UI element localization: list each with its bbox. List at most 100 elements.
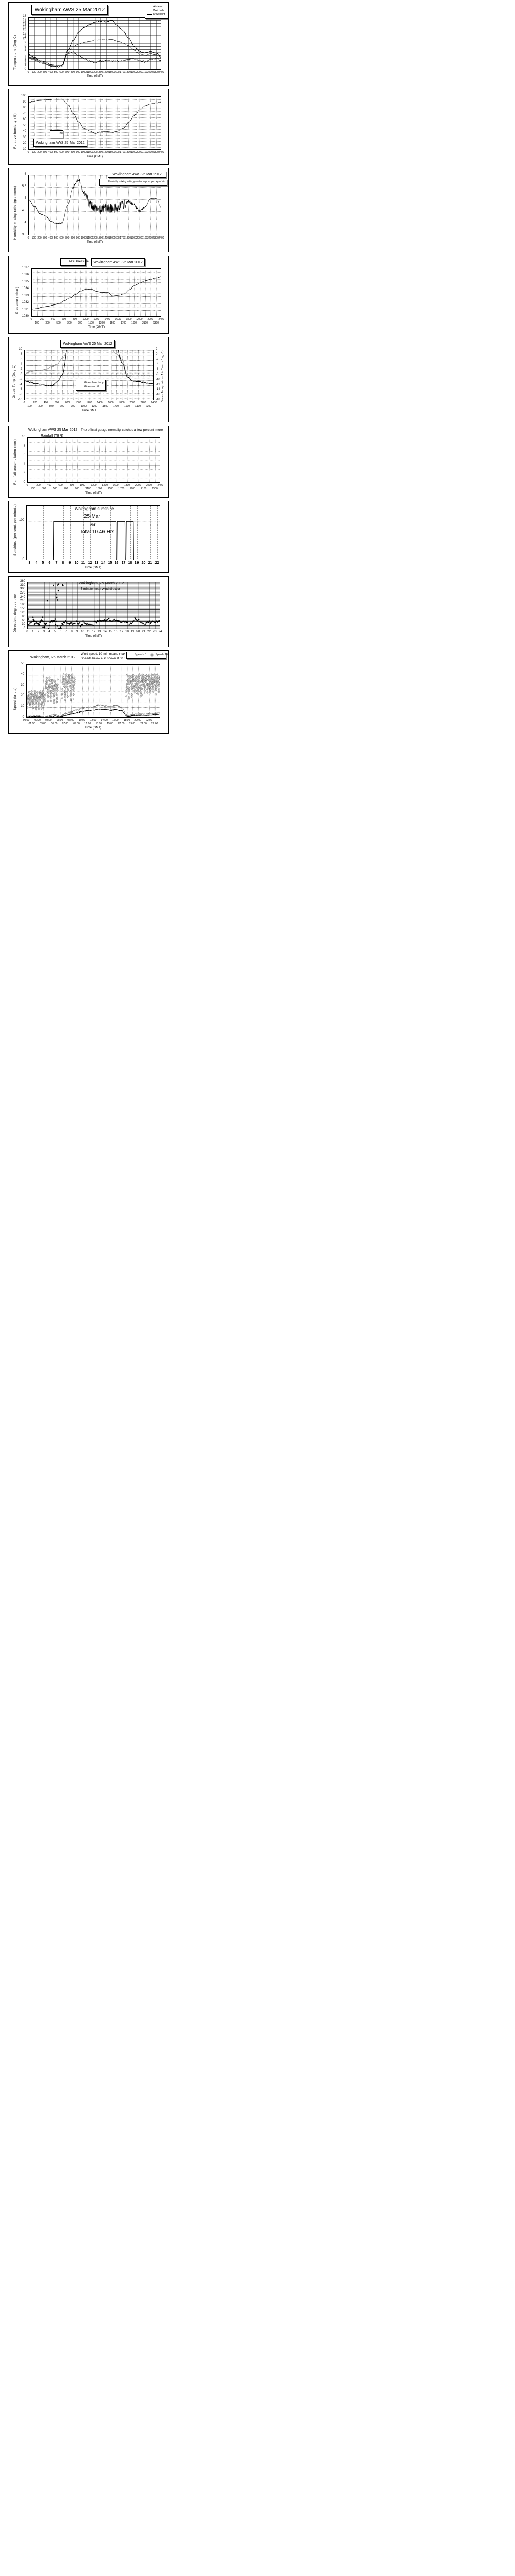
- axis-tick-label: 2200: [146, 484, 152, 487]
- axis-tick-label: 200: [37, 236, 42, 240]
- axis-tick-label: 700: [65, 236, 70, 240]
- axis-tick-label: 00:00: [23, 719, 30, 722]
- axis-tick-label: 1600: [114, 71, 120, 74]
- axis-tick-label: 1400: [102, 71, 109, 74]
- axis-tick-label: 2200: [147, 318, 153, 321]
- chart-title: Wokingham AWS 25 Mar 2012: [34, 7, 105, 13]
- axis-tick-label: 1: [24, 64, 26, 68]
- chart-title: Wokingham sunshine: [75, 506, 114, 511]
- axis-tick-label: 8: [23, 444, 25, 448]
- chart-title-box: Wokingham AWS 25 Mar 2012: [60, 340, 115, 348]
- axis-tick-label: 1600: [113, 484, 119, 487]
- rainfall-plot-area: [27, 437, 160, 483]
- axis-tick-label: 1800: [126, 318, 132, 321]
- axis-tick-label: 0: [26, 484, 28, 487]
- axis-tick-label: 03:00: [40, 722, 46, 725]
- axis-tick-label: 300: [43, 236, 47, 240]
- axis-tick-label: 12:00: [90, 719, 97, 722]
- axis-tick-label: 11: [23, 35, 26, 39]
- x-axis-title: Time (GMT): [88, 326, 105, 329]
- axis-tick-label: 1800: [125, 236, 131, 240]
- axis-tick-label: 19: [130, 630, 134, 633]
- axis-tick-label: 21: [148, 561, 152, 565]
- axis-tick-label: 1200: [92, 236, 98, 240]
- axis-tick-label: 80: [23, 106, 26, 110]
- axis-tick-label: 5.5: [22, 184, 26, 188]
- axis-tick-label: 0: [22, 558, 24, 561]
- axis-tick-label: 500: [54, 151, 58, 154]
- chart-panel-relative-humidity: 10 20 30 40 50 60 70 80 90 100 0 100 200 300 400 500 600…: [8, 89, 169, 165]
- y-axis-title-right: Grass Temp minus Air Temp (Deg C): [161, 350, 164, 402]
- axis-tick-label: 1500: [108, 151, 114, 154]
- axis-tick-label: 1036: [22, 273, 29, 277]
- chart-panel-rainfall: 0 2 4 6 8 10 0 200 400 600 800 1000 1200 1400 1600 1800…: [8, 426, 169, 498]
- axis-tick-label: 1700: [113, 405, 119, 408]
- axis-tick-label: 2: [20, 368, 22, 371]
- axis-tick-label: 700: [65, 71, 70, 74]
- axis-tick-label: 14: [101, 561, 106, 565]
- axis-tick-label: 6: [59, 630, 62, 633]
- axis-tick-label: 30: [23, 135, 26, 139]
- chart-panel-humidity-mixing-ratio: 3.5 4 4.5 5 5.5 6 0 100 200 300 400 500 600 700 800 900…: [8, 168, 169, 252]
- axis-tick-label: 1300: [98, 321, 105, 325]
- axis-tick-label: 2400: [158, 236, 164, 240]
- axis-tick-label: 1400: [101, 484, 108, 487]
- relative-humidity-plot-area: [28, 96, 161, 150]
- axis-tick-label: 1600: [114, 151, 120, 154]
- axis-tick-label: 400: [48, 236, 53, 240]
- axis-tick-label: 1600: [114, 236, 120, 240]
- axis-tick-label: 02:00: [34, 719, 41, 722]
- legend-box: Speed x 1 Speed / 10: [126, 652, 168, 659]
- axis-tick-label: 2400: [151, 401, 157, 404]
- chart-subtitle: Wind speed, 10 min mean / max gust: [81, 653, 132, 656]
- axis-tick-label: 2200: [147, 236, 153, 240]
- axis-tick-label: 0: [23, 401, 25, 404]
- axis-tick-label: 1200: [92, 71, 98, 74]
- axis-tick-label: 13:00: [95, 722, 102, 725]
- axis-tick-label: 1500: [108, 71, 114, 74]
- axis-tick-label: 2200: [140, 401, 146, 404]
- axis-tick-label: 1000: [80, 71, 87, 74]
- axis-tick-label: 60: [22, 619, 25, 622]
- msl-pressure-plot-area: [31, 268, 161, 317]
- axis-tick-label: 2300: [152, 321, 159, 325]
- axis-tick-label-right: -10: [156, 378, 160, 381]
- axis-tick-label: 15: [23, 24, 26, 27]
- axis-tick-label: 1100: [85, 487, 91, 490]
- axis-tick-label: 100: [30, 487, 35, 490]
- axis-tick-label: 3: [28, 561, 31, 565]
- axis-tick-label: 4: [24, 56, 26, 59]
- axis-tick-label: 12: [92, 630, 96, 633]
- axis-tick-label: 0: [23, 627, 25, 630]
- axis-tick-label: 9: [24, 41, 26, 44]
- legend-box: MSL Pressure: [60, 258, 89, 266]
- axis-tick-label: 30: [22, 623, 25, 626]
- axis-tick-label: 0: [27, 151, 29, 154]
- chart-title-box: Wokingham AWS 25 Mar 2012: [33, 139, 87, 147]
- legend-label: RH: [59, 132, 63, 135]
- axis-tick-label: 400: [47, 484, 52, 487]
- axis-tick-label: 2200: [147, 71, 153, 74]
- legend-box: Humidity mixing ratio, g water vapour pe…: [99, 179, 167, 186]
- axis-tick-label: 0: [26, 630, 28, 633]
- axis-tick-label: 1500: [108, 236, 114, 240]
- axis-tick-label: 4: [24, 221, 26, 225]
- axis-tick-label: 8: [62, 561, 64, 565]
- axis-tick-label: 10: [23, 148, 26, 151]
- axis-tick-label: 270: [20, 591, 25, 595]
- axis-tick-label: 700: [65, 151, 70, 154]
- axis-tick-label: 1033: [22, 294, 29, 297]
- axis-tick-label: 50: [23, 124, 26, 127]
- chart-subtitle: 25-Mar: [84, 514, 100, 519]
- axis-tick-label: 1032: [22, 301, 29, 304]
- legend-box: Grass level temp Grass-air diff: [76, 380, 106, 391]
- axis-tick-label: 900: [76, 151, 80, 154]
- axis-tick-label: 8: [24, 44, 26, 47]
- axis-tick-label: 9: [76, 630, 78, 633]
- y-axis-title: Relative humidity (%): [14, 113, 17, 149]
- axis-tick-label: 20: [21, 694, 24, 698]
- axis-tick-label: 1030: [22, 315, 29, 318]
- y-axis-title: Temperature (Deg C): [14, 35, 17, 70]
- axis-tick-label: 11: [81, 561, 85, 565]
